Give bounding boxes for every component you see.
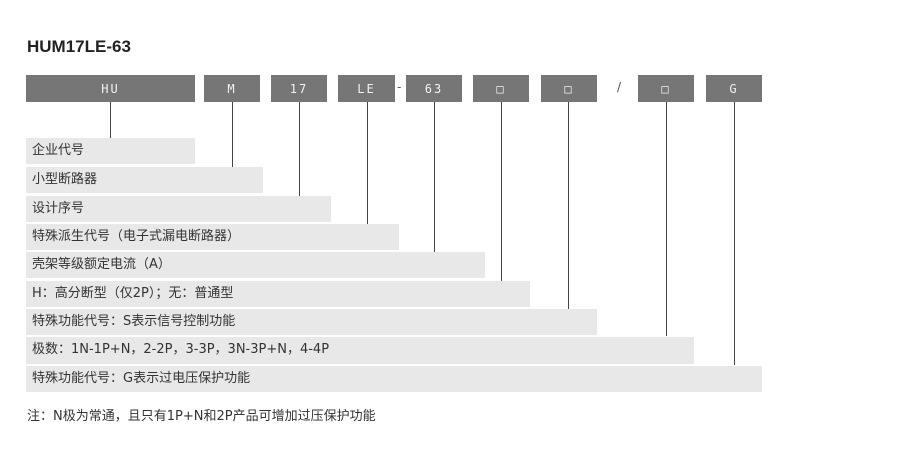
connector-line: [434, 102, 435, 252]
footnote: 注：N极为常通，且只有1P+N和2P产品可增加过压保护功能: [27, 409, 376, 424]
connector-line: [232, 102, 233, 167]
row-mcb: 小型断路器: [26, 167, 263, 193]
row-poles: 极数：1N-1P+N，2-2P，3-3P，3N-3P+N，4-4P: [26, 337, 694, 364]
row-rated-current: 壳架等级额定电流（A）: [26, 252, 485, 278]
connector-line: [666, 102, 667, 336]
code-box-hu: HU: [26, 75, 195, 102]
row-design-number: 设计序号: [26, 196, 331, 222]
code-box-g: G: [706, 75, 762, 102]
connector-line: [734, 102, 735, 365]
code-box-poles: □: [638, 75, 694, 102]
row-function-s: 特殊功能代号：S表示信号控制功能: [26, 309, 597, 335]
connector-line: [110, 102, 111, 138]
row-function-g: 特殊功能代号：G表示过电压保护功能: [26, 366, 762, 392]
connector-line: [568, 102, 569, 309]
code-box-function-s: □: [541, 75, 597, 102]
code-box-le: LE: [338, 75, 395, 102]
dash-separator: -: [397, 80, 402, 94]
code-box-m: M: [204, 75, 260, 102]
connector-line: [501, 102, 502, 281]
row-company-code: 企业代号: [26, 138, 195, 164]
connector-line: [299, 102, 300, 196]
slash-separator: /: [617, 80, 622, 94]
code-box-breaking: □: [473, 75, 529, 102]
code-box-63: 63: [406, 75, 462, 102]
diagram-title: HUM17LE-63: [27, 37, 131, 56]
connector-line: [367, 102, 368, 224]
row-derived-code: 特殊派生代号（电子式漏电断路器）: [26, 224, 399, 250]
code-box-17: 17: [271, 75, 327, 102]
row-breaking-type: H：高分断型（仅2P）；无：普通型: [26, 281, 530, 307]
